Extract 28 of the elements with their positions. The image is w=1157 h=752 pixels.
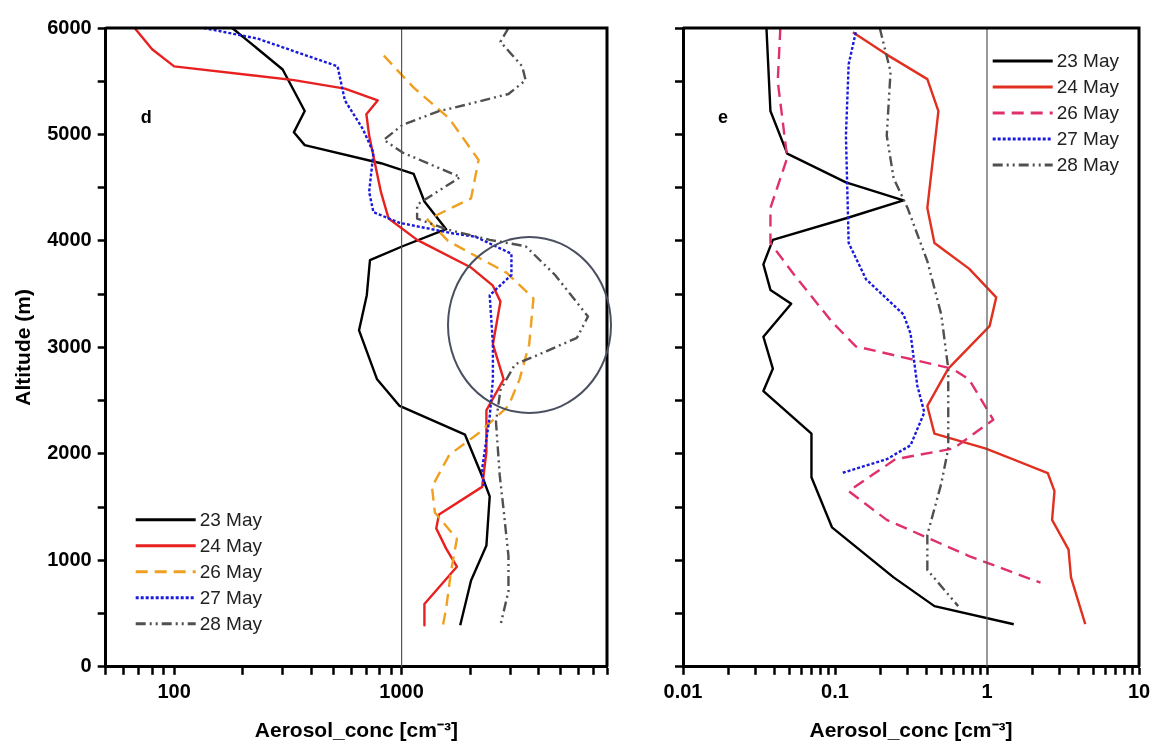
y-tick-label: 1000 xyxy=(47,547,92,570)
legend-label: 23 May xyxy=(1056,50,1120,72)
legend-label: 23 May xyxy=(199,509,263,531)
legend-label: 26 May xyxy=(1056,102,1120,124)
annotation: d xyxy=(140,106,152,127)
y-tick-label: 3000 xyxy=(47,334,92,357)
y-tick-label: 6000 xyxy=(47,15,92,38)
legend-label: 28 May xyxy=(1056,154,1120,176)
y-tick-label: 5000 xyxy=(47,121,92,144)
x-tick-label: 0.01 xyxy=(663,680,703,703)
y-tick-label: 0 xyxy=(80,654,92,677)
legend-label: 27 May xyxy=(199,587,263,609)
legend-label: 27 May xyxy=(1056,128,1120,150)
legend-label: 24 May xyxy=(199,535,263,557)
x-axis-title: Aerosol_conc [cm⁻³] xyxy=(809,718,1013,742)
x-tick-label: 10 xyxy=(1127,680,1151,703)
legend-label: 26 May xyxy=(199,561,263,583)
legend-label: 28 May xyxy=(199,613,263,635)
y-tick-label: 4000 xyxy=(47,228,92,251)
y-axis-title: Altitude (m) xyxy=(11,289,35,406)
x-axis-title: Aerosol_conc [cm⁻³] xyxy=(254,718,458,742)
legend-label: 24 May xyxy=(1056,76,1120,98)
annotation: e xyxy=(718,106,729,127)
x-tick-label: 1 xyxy=(981,680,993,703)
x-tick-label: 100 xyxy=(157,680,191,703)
y-tick-label: 2000 xyxy=(47,441,92,464)
x-tick-label: 1000 xyxy=(379,680,424,703)
x-tick-label: 0.1 xyxy=(821,680,849,703)
